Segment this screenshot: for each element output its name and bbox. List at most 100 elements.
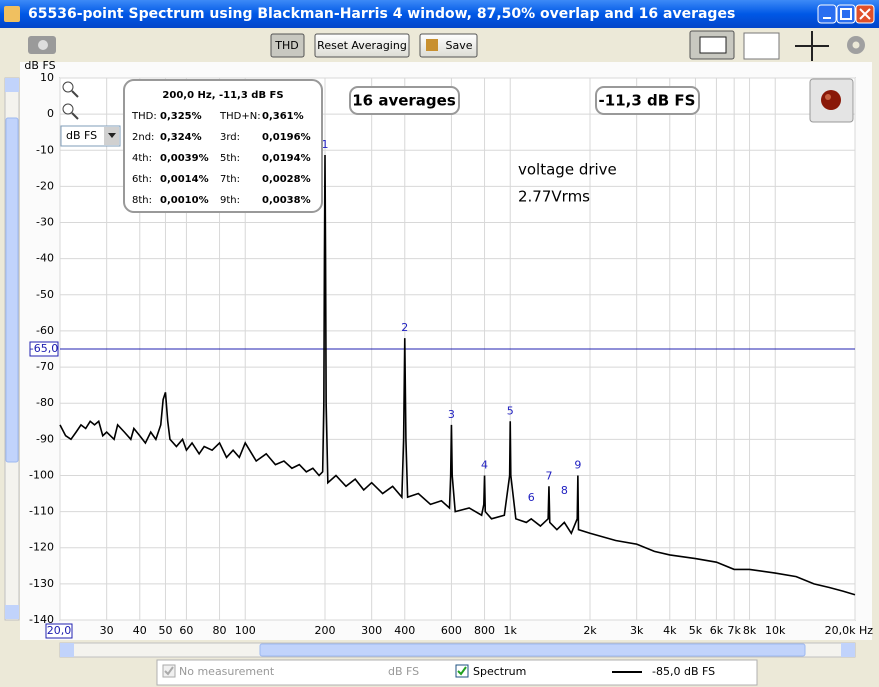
legend-level: -85,0 dB FS xyxy=(652,665,715,678)
y-tick-label: -110 xyxy=(29,505,54,518)
title-bar xyxy=(0,0,879,28)
harmonic-label: 7 xyxy=(545,469,552,482)
x-tick-label: 300 xyxy=(361,624,382,637)
x-tick-label: 5k xyxy=(689,624,703,637)
harmonic-label: 4 xyxy=(481,458,488,471)
harmonic-label: 6 xyxy=(528,491,535,504)
scroll-down[interactable] xyxy=(5,605,19,619)
x-tick-label: 10k xyxy=(765,624,786,637)
x-tick-label: 7k xyxy=(727,624,741,637)
y-tick-label: -90 xyxy=(36,432,54,445)
thd-label: 9th: xyxy=(220,195,240,206)
thd-value: 0,0010% xyxy=(160,195,209,206)
badge-text: -11,3 dB FS xyxy=(599,92,696,110)
thd-value: 0,0038% xyxy=(262,195,311,206)
harmonic-label: 9 xyxy=(574,458,581,471)
thd-value: 0,324% xyxy=(160,132,202,143)
y-tick-label: -140 xyxy=(29,613,54,626)
harmonic-label: 8 xyxy=(561,484,568,497)
y-tick-label: -70 xyxy=(36,360,54,373)
y-tick-label: -60 xyxy=(36,324,54,337)
annotation: voltage drive xyxy=(518,161,617,179)
thd-label: 7th: xyxy=(220,174,240,185)
thd-label: 4th: xyxy=(132,153,152,164)
thd-title: 200,0 Hz, -11,3 dB FS xyxy=(162,90,283,101)
button-label: THD xyxy=(274,39,298,52)
thd-label: 8th: xyxy=(132,195,152,206)
x-tick-label: 20,0k Hz xyxy=(825,624,874,637)
unit-dropdown[interactable]: dB FS xyxy=(60,125,121,147)
x-tick-label: 80 xyxy=(213,624,227,637)
thd-label: 3rd: xyxy=(220,132,240,143)
zoom-controls[interactable] xyxy=(62,81,79,120)
save-button[interactable]: Save xyxy=(419,33,478,58)
y-tick-label: -30 xyxy=(36,216,54,229)
dropdown-value: dB FS xyxy=(66,129,97,142)
y-tick-label: -40 xyxy=(36,252,54,265)
harmonic-label: 1 xyxy=(322,138,329,151)
y-tick-label: -20 xyxy=(36,179,54,192)
thd-value: 0,361% xyxy=(262,111,304,122)
button-label: Reset Averaging xyxy=(317,39,407,52)
marker-label-box xyxy=(29,341,59,357)
spectrum-line xyxy=(59,154,856,596)
harmonic-label: 2 xyxy=(401,321,408,334)
y-tick-label: 0 xyxy=(47,107,54,120)
y-tick-label: -130 xyxy=(29,577,54,590)
button-label: Save xyxy=(445,39,472,52)
scroll-right[interactable] xyxy=(841,643,855,657)
scroll-thumb[interactable] xyxy=(5,117,19,463)
thd-label: THD+N: xyxy=(219,111,261,122)
pan-button[interactable] xyxy=(795,31,829,61)
maximize-button[interactable] xyxy=(836,4,856,24)
x-start-box xyxy=(45,623,73,639)
level-badge: -11,3 dB FS xyxy=(595,86,700,115)
thd-value: 0,0039% xyxy=(160,153,209,164)
averages-badge: 16 averages xyxy=(349,86,460,115)
legend-bar: No measurement dB FS Spectrum -85,0 dB F… xyxy=(156,659,758,686)
reset-averaging-button[interactable]: Reset Averaging xyxy=(314,33,410,58)
thd-panel: 200,0 Hz, -11,3 dB FS THD: 0,325% THD+N: 0,… xyxy=(123,79,323,213)
x-tick-label: 1k xyxy=(504,624,518,637)
marker-label: -65,0 xyxy=(30,342,58,355)
thd-value: 0,325% xyxy=(160,111,202,122)
x-tick-label: 30 xyxy=(100,624,114,637)
window-title: 65536-point Spectrum using Blackman-Harr… xyxy=(28,6,735,22)
y-tick-label: -100 xyxy=(29,468,54,481)
x-tick-label: 400 xyxy=(394,624,415,637)
thd-button[interactable]: THD xyxy=(270,33,305,58)
x-tick-label: 200 xyxy=(315,624,336,637)
grid-button[interactable] xyxy=(743,32,780,60)
y-tick-label: 10 xyxy=(40,71,54,84)
harmonic-label: 3 xyxy=(448,408,455,421)
minimize-button[interactable] xyxy=(817,4,837,24)
x-tick-label: 50 xyxy=(158,624,172,637)
x-tick-label: 2k xyxy=(583,624,597,637)
y-tick-label: -120 xyxy=(29,541,54,554)
legend-unit: dB FS xyxy=(388,665,419,678)
x-tick-label: 8k xyxy=(743,624,757,637)
x-tick-label: 100 xyxy=(235,624,256,637)
y-axis-label: dB FS xyxy=(24,59,55,72)
thd-value: 0,0194% xyxy=(262,153,311,164)
badge-text: 16 averages xyxy=(352,92,456,110)
thd-label: THD: xyxy=(131,111,157,122)
scroll-left[interactable] xyxy=(60,643,74,657)
legend-item: Spectrum xyxy=(473,665,526,678)
y-tick-label: -80 xyxy=(36,396,54,409)
x-tick-label: 40 xyxy=(133,624,147,637)
x-tick-label: 3k xyxy=(630,624,644,637)
window-controls[interactable] xyxy=(817,4,875,24)
thd-label: 6th: xyxy=(132,174,152,185)
harmonic-label: 5 xyxy=(507,404,514,417)
x-tick-label: 20,0 xyxy=(47,624,72,637)
x-tick-label: 800 xyxy=(474,624,495,637)
scroll-thumb[interactable] xyxy=(259,643,806,657)
record-button[interactable] xyxy=(809,78,854,123)
scroll-up[interactable] xyxy=(5,78,19,92)
thd-label: 2nd: xyxy=(132,132,154,143)
legend-item: No measurement xyxy=(179,665,275,678)
thd-value: 0,0014% xyxy=(160,174,209,185)
